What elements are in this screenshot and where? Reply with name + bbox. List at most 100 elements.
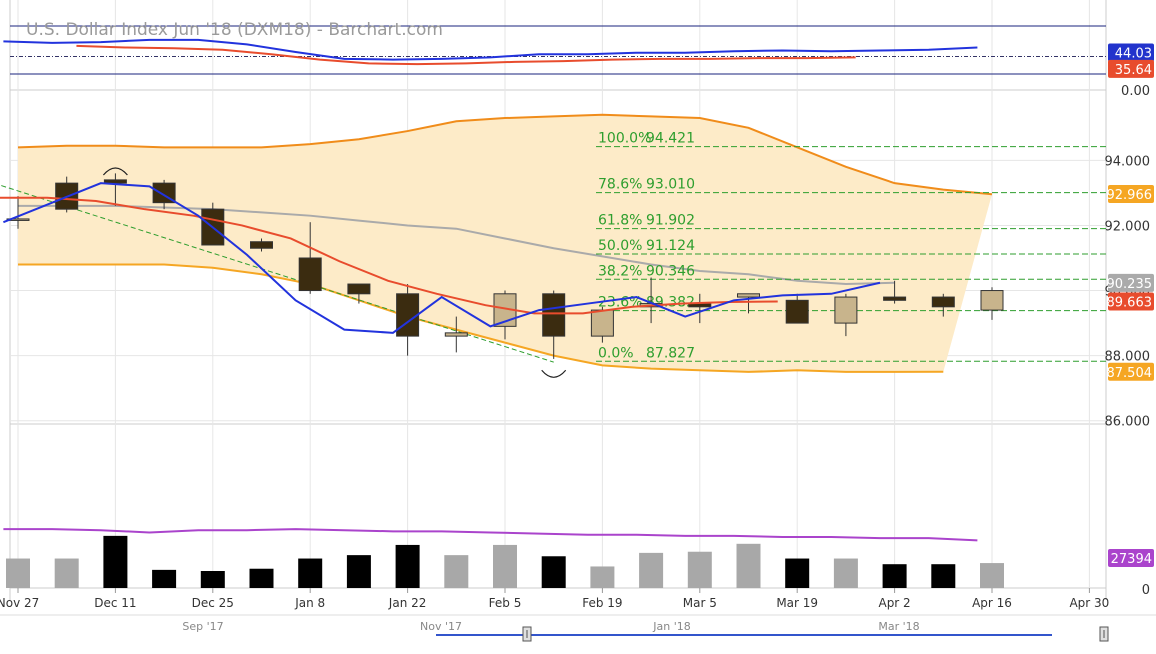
x-tick-label: Dec 11 (94, 596, 136, 610)
volume-bar (833, 558, 858, 588)
fibonacci-value: 87.827 (646, 345, 695, 361)
fibonacci-label: 50.0% (598, 238, 642, 254)
volume-bar (298, 558, 323, 588)
x-tick-label: Apr 30 (1069, 596, 1109, 610)
navigator-label: Nov '17 (420, 620, 462, 633)
price-value-tag: 92.966 (1107, 188, 1153, 203)
volume-panel (3, 528, 1004, 588)
price-value-tag-bg (1108, 292, 1154, 311)
indicator-value-tag-bg (1108, 59, 1154, 78)
x-tick-label: Feb 19 (582, 596, 622, 610)
price-tick-label: 94.000 (1105, 154, 1151, 169)
price-value-tag: 89.663 (1107, 296, 1153, 311)
candle-body (396, 293, 420, 337)
volume-bar (6, 558, 30, 588)
candle-body (444, 332, 468, 337)
candle-body (883, 296, 907, 301)
indicator-red-line (76, 44, 856, 66)
volume-bar (103, 535, 128, 588)
price-value-tag: 87.504 (1107, 366, 1153, 381)
candle-body (737, 293, 760, 298)
chart-title: U.S. Dollar Index Jun '18 (DXM18) - Barc… (26, 20, 443, 40)
volume-bar (980, 563, 1004, 588)
price-value-tag: 90.235 (1107, 277, 1153, 292)
x-tick-label: Mar 19 (776, 596, 818, 610)
candle-body (931, 296, 955, 308)
candle-body (785, 299, 809, 324)
x-tick-label: Nov 27 (0, 596, 39, 610)
volume-average-line (3, 528, 978, 542)
candle-body (834, 296, 858, 324)
volume-bar (736, 543, 761, 588)
x-tick-label: Jan 22 (388, 596, 427, 610)
volume-bar (882, 564, 907, 588)
bollinger-lower-line (18, 263, 944, 373)
fibonacci-value: 91.902 (646, 213, 695, 229)
x-tick-label: Apr 2 (878, 596, 910, 610)
moving-average-line (0, 196, 778, 315)
x-tick-label: Dec 25 (192, 596, 234, 610)
price-value-tag-bg (1108, 362, 1154, 381)
price-value-tag-bg (1108, 185, 1154, 204)
swing-high-marker (102, 167, 128, 176)
candle-body (298, 257, 322, 292)
navigator-label: Mar '18 (878, 620, 919, 633)
volume-bar (931, 564, 956, 588)
indicator-value-tag-bg (1108, 43, 1154, 62)
fibonacci-value: 94.421 (646, 131, 695, 147)
volume-bar (200, 571, 225, 588)
navigator-label: Sep '17 (182, 620, 223, 633)
price-tick-label: 88.000 (1105, 350, 1151, 365)
candle-body (542, 293, 566, 337)
volume-bar (541, 556, 566, 588)
volume-bar (493, 544, 517, 588)
fibonacci-value: 93.010 (646, 177, 695, 193)
fibonacci-label: 0.0% (598, 345, 634, 361)
volume-value-tag-bg (1108, 549, 1154, 567)
swing-low-marker (541, 369, 567, 378)
volume-bar (590, 566, 615, 588)
navigator-label: Jan '18 (652, 620, 690, 633)
fibonacci-value: 90.346 (646, 263, 695, 279)
fibonacci-value: 91.124 (646, 238, 695, 254)
price-tick-label: 92.000 (1105, 219, 1151, 234)
axes: 94.00092.00090.00088.00086.0000.00092.96… (0, 43, 1154, 610)
candle-body (347, 283, 371, 295)
volume-bar (395, 544, 420, 588)
price-tick-label: 86.000 (1105, 415, 1151, 430)
volume-bar (639, 552, 664, 588)
volume-bar (346, 555, 371, 588)
indicator-blue-line (3, 38, 978, 61)
volume-bar (687, 551, 712, 588)
volume-bar (444, 555, 469, 588)
navigator[interactable]: Sep '17 Nov '17 Jan '18 Mar '18 (0, 614, 1156, 642)
x-tick-label: Feb 5 (489, 596, 522, 610)
fibonacci-label: 38.2% (598, 263, 642, 279)
candle-body (590, 309, 614, 337)
indicator-value-tag: 44.03 (1115, 47, 1152, 62)
indicator-tick-label: 0.00 (1121, 84, 1150, 99)
volume-bar (152, 569, 177, 588)
indicator-panel (3, 25, 1106, 75)
bollinger-upper-line (17, 113, 993, 196)
volume-value-tag: 27394 (1111, 552, 1152, 567)
volume-tick-label: 0 (1142, 583, 1150, 598)
fibonacci-label: 78.6% (598, 177, 642, 193)
volume-bar (249, 568, 274, 588)
volume-bar (54, 558, 79, 588)
candle-body (980, 290, 1004, 311)
trendline (0, 184, 554, 363)
fibonacci-label: 100.0% (598, 131, 651, 147)
x-tick-label: Mar 5 (683, 596, 717, 610)
x-tick-label: Jan 8 (294, 596, 325, 610)
x-tick-label: Apr 16 (972, 596, 1012, 610)
fibonacci-label: 61.8% (598, 213, 642, 229)
volume-bar (785, 558, 810, 588)
candle-body (250, 241, 273, 249)
price-value-tag-bg (1108, 273, 1154, 292)
indicator-value-tag: 35.64 (1115, 63, 1152, 78)
price-line (3, 182, 881, 334)
